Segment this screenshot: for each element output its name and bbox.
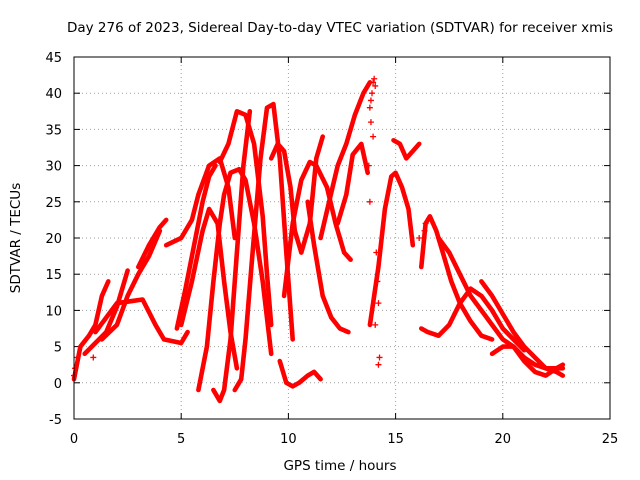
series-track-e (136, 217, 169, 270)
plot-data (71, 75, 566, 404)
data-point-marker (369, 90, 376, 97)
series-track-p (298, 134, 326, 255)
data-point-marker (421, 227, 428, 234)
data-point-marker (372, 82, 379, 89)
x-tick-label: 10 (280, 432, 297, 447)
data-point-marker (374, 278, 381, 285)
data-tracks (71, 80, 566, 404)
data-point-marker (366, 198, 373, 205)
y-tick-label: 45 (45, 51, 62, 66)
data-point-marker (365, 162, 372, 169)
series-track-g (174, 163, 218, 331)
data-point-marker (416, 235, 423, 241)
data-point-marker (74, 354, 81, 361)
series-track-t (367, 170, 416, 328)
x-tick-label: 0 (70, 432, 78, 447)
series-track-s (335, 141, 371, 226)
series-track-k (217, 109, 274, 328)
plot-frame (73, 56, 611, 420)
data-point-marker (370, 133, 377, 140)
series-track-j (211, 109, 253, 404)
y-tick-label: 10 (45, 304, 62, 319)
series-track-m (268, 141, 304, 255)
y-tick-label: 15 (45, 268, 62, 283)
y-tick-label: 20 (45, 232, 62, 247)
series-track-n (277, 358, 323, 389)
data-point-marker (373, 249, 380, 256)
data-point-marker (367, 97, 374, 104)
series-track-w (418, 286, 527, 353)
series-track-r (318, 80, 373, 241)
y-tick-label: 0 (54, 377, 62, 392)
y-tick-label: 35 (45, 123, 62, 138)
y-axis-title: SDTVAR / TECUs (8, 183, 24, 293)
x-axis-title: GPS time / hours (283, 458, 396, 474)
y-tick-label: 40 (45, 87, 62, 102)
data-point-marker (366, 104, 373, 111)
series-track-a (71, 279, 111, 382)
y-tick-label: 30 (45, 160, 62, 175)
y-tick-labels: -5 0 5 10 15 20 25 30 35 40 45 (45, 51, 62, 428)
series-track-d (99, 228, 163, 342)
series-track-v (418, 214, 495, 342)
chart-title: Day 276 of 2023, Sidereal Day-to-day VTE… (67, 20, 613, 36)
y-tick-label: -5 (49, 413, 62, 428)
series-track-z (489, 344, 566, 378)
data-point-marker (370, 79, 377, 86)
x-tick-labels: 0 5 10 15 20 25 (70, 432, 618, 447)
data-point-marker (375, 300, 382, 307)
x-tick-label: 20 (495, 432, 512, 447)
series-track-x (436, 235, 566, 371)
data-point-marker (72, 365, 79, 372)
data-point-marker (376, 354, 383, 361)
x-tick-label: 25 (602, 432, 619, 447)
series-track-i (196, 166, 274, 393)
series-track-c (93, 297, 190, 346)
series-track-q (305, 199, 351, 335)
series-track-l (232, 101, 296, 393)
data-point-marker (90, 354, 97, 361)
y-tick-label: 5 (54, 341, 62, 356)
series-track-u (391, 138, 422, 161)
y-tick-label: 25 (45, 196, 62, 211)
data-point-marker (375, 361, 382, 368)
data-point-marker (371, 75, 378, 82)
data-point-marker (422, 220, 429, 227)
data-point-marker (367, 119, 374, 126)
data-point-marker (372, 321, 379, 328)
x-tick-label: 5 (177, 432, 185, 447)
x-tick-label: 15 (387, 432, 404, 447)
